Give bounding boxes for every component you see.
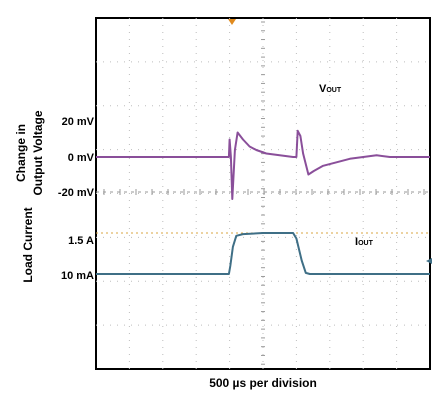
tick-label-v-neg: -20 mV bbox=[58, 187, 95, 199]
ylabel-current: Load Current bbox=[21, 207, 35, 282]
series-label-iout: IOUT bbox=[355, 236, 374, 248]
ylabel-voltage-line2: Output Voltage bbox=[31, 110, 45, 195]
ylabel-voltage-line1: Change in bbox=[14, 124, 28, 182]
vout-label-main: V bbox=[319, 83, 327, 95]
series-label-vout: VOUT bbox=[319, 83, 342, 95]
vout-ground-marker-icon bbox=[426, 258, 432, 264]
iout-label-main: I bbox=[355, 236, 358, 248]
tick-label-i-high: 1.5 A bbox=[68, 235, 94, 247]
iout-label-sub: OUT bbox=[358, 240, 374, 247]
xlabel: 500 µs per division bbox=[209, 376, 317, 390]
tick-label-v-pos: 20 mV bbox=[62, 116, 95, 128]
trace-iout bbox=[96, 232, 430, 275]
trigger-marker-icon bbox=[228, 19, 236, 25]
vout-label-sub: OUT bbox=[326, 87, 342, 94]
tick-label-i-low: 10 mA bbox=[61, 270, 94, 282]
trace-vout bbox=[96, 129, 430, 200]
tick-label-v-zero: 0 mV bbox=[68, 152, 95, 164]
traces bbox=[96, 129, 430, 275]
